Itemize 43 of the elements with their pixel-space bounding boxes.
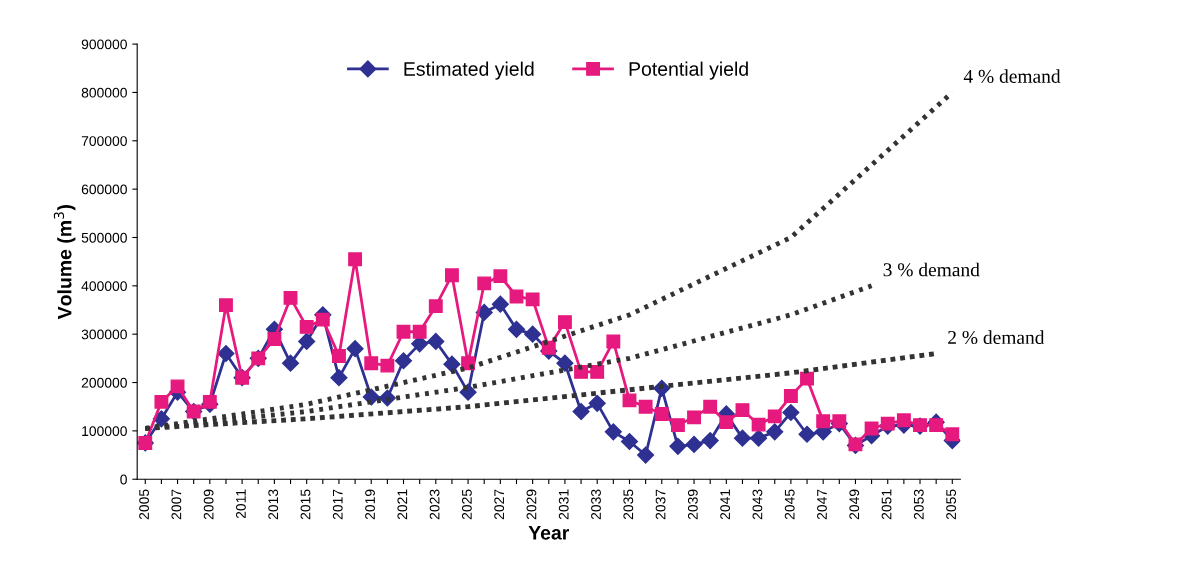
x-tick-label: 2041 xyxy=(720,489,731,520)
x-tick-label: 2049 xyxy=(849,489,860,520)
y-tick-label: 200000 xyxy=(81,377,127,388)
y-tick-label: 300000 xyxy=(81,329,127,340)
x-tick-label: 2037 xyxy=(655,489,666,520)
x-tick-label: 2035 xyxy=(623,489,634,520)
x-tick-label: 2025 xyxy=(461,489,472,520)
x-tick-label: 2047 xyxy=(817,489,827,520)
legend-label: Estimated yield xyxy=(404,61,534,80)
x-tick-label: 2023 xyxy=(429,489,440,520)
y-tick-label: 600000 xyxy=(81,184,127,195)
x-tick-label: 2029 xyxy=(526,489,537,520)
y-tick-label: 500000 xyxy=(81,232,127,243)
y-tick-label: 0 xyxy=(120,474,127,485)
x-tick-label: 2053 xyxy=(913,489,924,520)
x-tick-label: 2021 xyxy=(397,489,408,520)
legend-label: Potential yield xyxy=(629,61,748,80)
y-tick-label: 400000 xyxy=(81,281,127,291)
x-tick-label: 2017 xyxy=(332,489,343,520)
series-label: 2 % demand xyxy=(948,330,1045,345)
x-tick-label: 2011 xyxy=(236,489,246,519)
y-axis-title: Volume (m$^{3}$) xyxy=(53,205,76,320)
y-tick-label: 900000 xyxy=(81,39,127,50)
x-axis-title: Year xyxy=(528,526,570,540)
y-tick-label: 800000 xyxy=(81,87,127,98)
x-tick-label: 2009 xyxy=(203,489,214,520)
x-tick-label: 2043 xyxy=(752,489,763,520)
x-tick-label: 2033 xyxy=(591,489,601,520)
y-tick-label: 100000 xyxy=(82,426,127,437)
x-tick-label: 2031 xyxy=(558,489,569,520)
x-tick-label: 2051 xyxy=(881,489,892,520)
y-tick-label: 700000 xyxy=(81,136,127,146)
x-tick-label: 2015 xyxy=(300,489,311,520)
x-tick-label: 2045 xyxy=(784,489,795,520)
x-tick-label: 2055 xyxy=(946,489,957,520)
series-label: 3 % demand xyxy=(883,262,980,277)
x-tick-label: 2027 xyxy=(494,489,505,520)
x-tick-label: 2013 xyxy=(268,489,279,520)
x-tick-label: 2019 xyxy=(365,489,375,520)
x-tick-label: 2007 xyxy=(171,489,182,520)
x-tick-label: 2005 xyxy=(139,489,149,520)
x-tick-label: 2039 xyxy=(687,489,698,520)
series-label: 4 % demand xyxy=(963,69,1061,84)
